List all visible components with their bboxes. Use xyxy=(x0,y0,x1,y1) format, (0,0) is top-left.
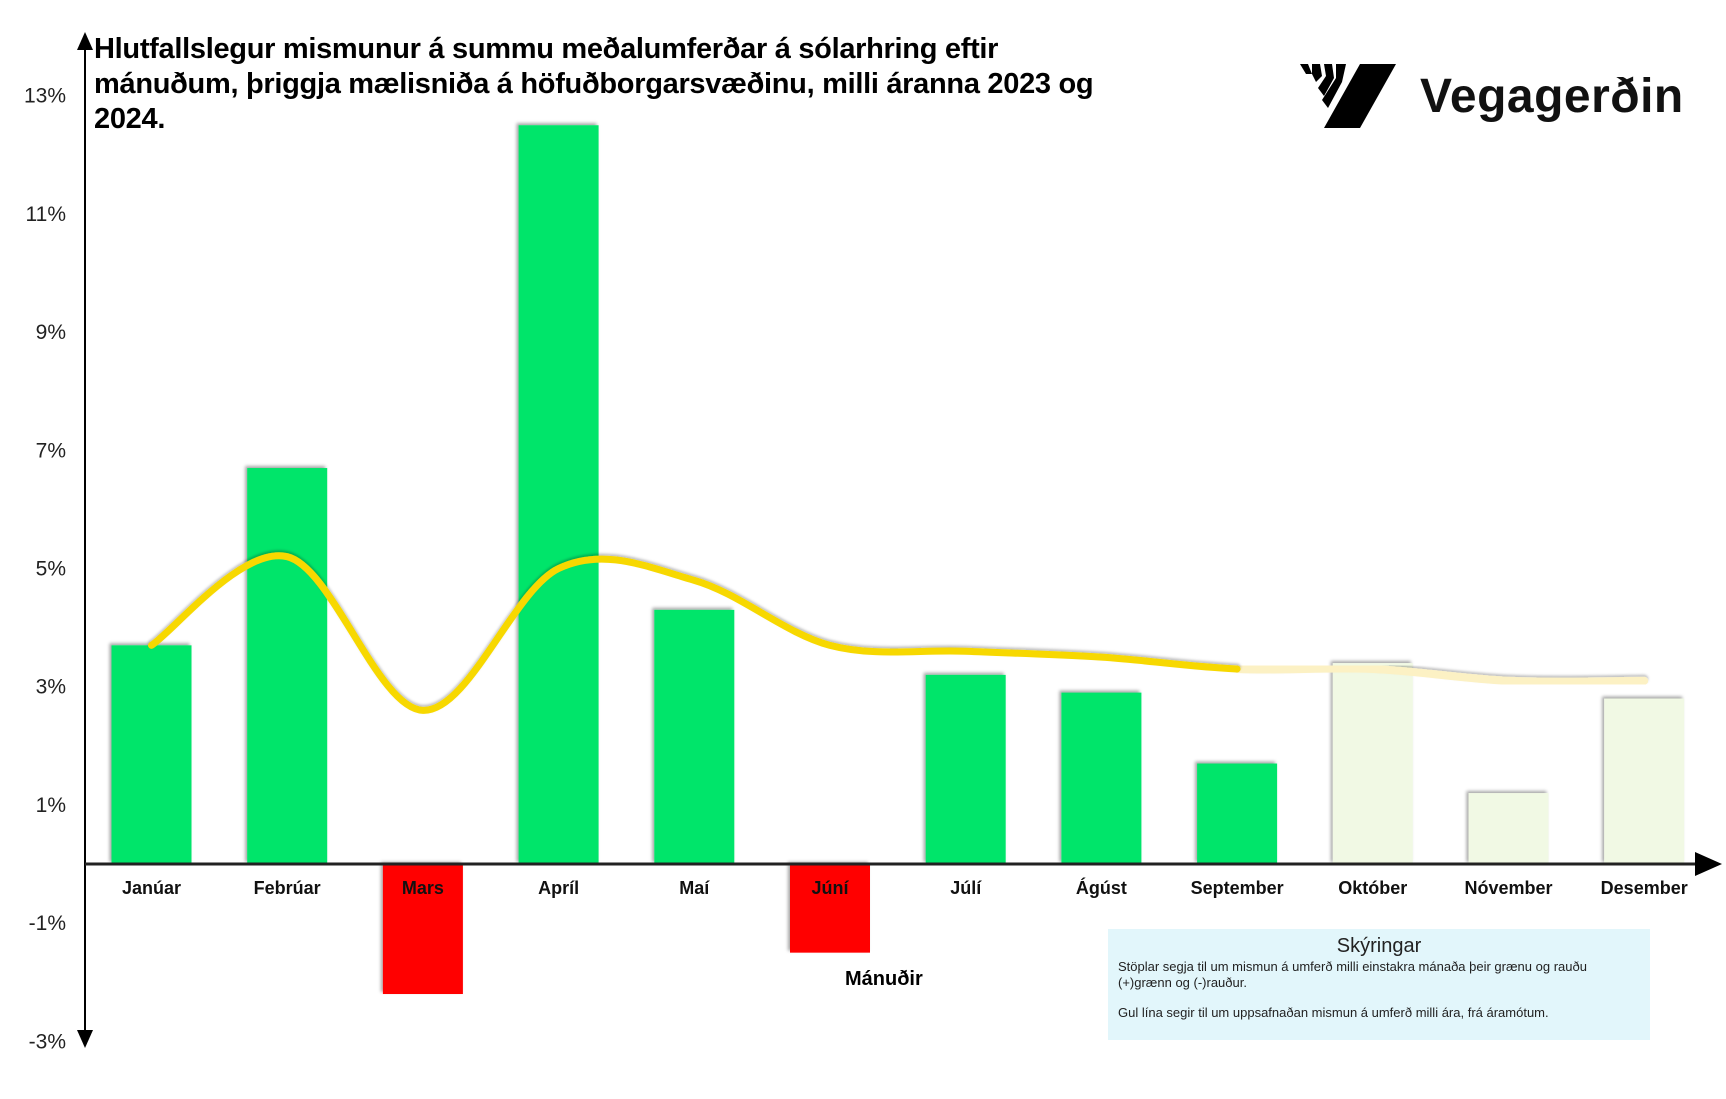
bar-mars xyxy=(382,864,463,995)
x-tick-label: September xyxy=(1191,878,1284,898)
logo-text: Vegagerðin xyxy=(1420,69,1684,123)
x-tick-label: Maí xyxy=(679,878,710,898)
bars-group xyxy=(111,125,1685,995)
y-tick-label: 1% xyxy=(36,794,66,817)
x-tick-label: Mars xyxy=(402,878,444,898)
x-tick-label: Nóvember xyxy=(1464,878,1552,898)
y-tick-label: 5% xyxy=(36,558,66,581)
x-tick-label: Júní xyxy=(811,878,849,898)
vegagerdin-logo: Vegagerðin xyxy=(1298,62,1684,130)
bar-október xyxy=(1332,663,1413,864)
y-tick-labels: 13% 11% 9% 7% 5% 3% 1% -1% -3% xyxy=(24,85,66,1054)
bar-júní xyxy=(790,864,870,953)
y-tick-label: 13% xyxy=(24,85,66,108)
y-tick-label: -1% xyxy=(29,912,66,935)
bar-febrúar xyxy=(247,468,328,864)
x-tick-labels: Janúar Febrúar Mars Apríl Maí Júní Júlí Ágúst Se… xyxy=(122,877,1688,898)
x-tick-label: Apríl xyxy=(538,878,579,898)
bar-september xyxy=(1197,763,1278,864)
vegagerdin-logo-icon xyxy=(1300,64,1396,128)
x-tick-label: Ágúst xyxy=(1076,877,1127,898)
y-tick-label: 11% xyxy=(26,203,66,226)
x-tick-label: Janúar xyxy=(122,878,181,898)
legend-box: Skýringar Stöplar segja til um mismun á … xyxy=(1108,929,1650,1040)
bar-janúar xyxy=(111,645,192,864)
cumulative-line-pending xyxy=(1233,664,1649,686)
x-tick-label: Desember xyxy=(1601,878,1688,898)
x-tick-label: Október xyxy=(1338,878,1407,898)
bar-apríl xyxy=(518,125,599,864)
legend-title: Skýringar xyxy=(1336,935,1422,957)
bar-ágúst xyxy=(1061,692,1142,864)
bar-desember xyxy=(1604,698,1685,864)
y-tick-label: 3% xyxy=(36,676,66,699)
bar-maí xyxy=(654,609,735,864)
x-axis-title: Mánuðir xyxy=(845,968,923,990)
x-tick-label: Febrúar xyxy=(254,878,321,898)
x-tick-label: Júlí xyxy=(950,878,982,898)
chart-title: Hlutfallslegur mismunur á summu meðalumf… xyxy=(94,33,1094,135)
bar-júlí xyxy=(925,674,1006,864)
cumulative-line-group xyxy=(148,552,1649,714)
y-tick-label: -3% xyxy=(29,1030,66,1053)
bar-nóvember xyxy=(1468,793,1549,864)
legend-line-description: Gul lína segir til um uppsafnaðan mismun… xyxy=(1118,1005,1549,1020)
legend-bars-description: Stöplar segja til um mismun á umferð mil… xyxy=(1118,959,1587,990)
y-tick-label: 7% xyxy=(36,439,66,462)
y-tick-label: 9% xyxy=(36,321,66,344)
cumulative-line xyxy=(148,552,1241,714)
